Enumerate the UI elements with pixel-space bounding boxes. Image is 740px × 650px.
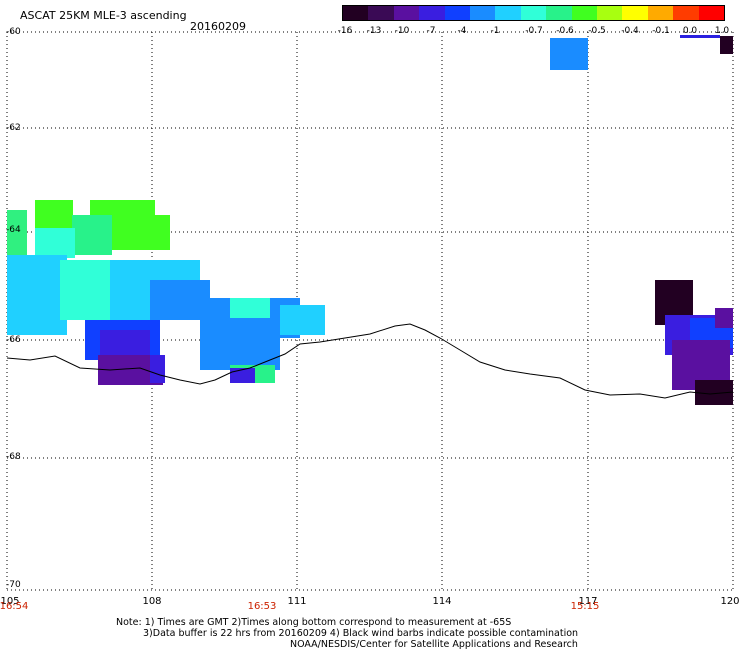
x-tick-label: 111 — [287, 596, 307, 607]
x-tick-label: 117 — [578, 596, 598, 607]
colorbar-segment — [495, 6, 521, 20]
colorbar-segment — [520, 6, 547, 20]
wind-cells — [7, 36, 733, 405]
x-tick-label: 108 — [142, 596, 162, 607]
colorbar-label: -7 — [426, 26, 436, 36]
colorbar-label: -0.1 — [652, 26, 670, 36]
wind-cell — [280, 305, 325, 335]
colorbar-segment — [470, 6, 496, 20]
wind-cell — [230, 368, 255, 383]
wind-cell — [7, 255, 67, 335]
colorbar — [342, 5, 725, 21]
note-line-2: 3)Data buffer is 22 hrs from 20160209 4)… — [143, 628, 579, 639]
colorbar-segment — [546, 6, 572, 20]
colorbar-label: -16 — [337, 26, 353, 36]
wind-cell — [150, 355, 165, 383]
y-tick-label: -60 — [6, 27, 21, 37]
wind-cell — [200, 335, 280, 370]
wind-cell — [72, 215, 112, 255]
colorbar-label: -10 — [394, 26, 410, 36]
wind-cell — [720, 36, 733, 54]
footer-notes: Note: 1) Times are GMT 2)Times along bot… — [116, 617, 578, 650]
x-tick-label: 114 — [432, 596, 452, 607]
time-label: 16:53 — [247, 601, 277, 612]
colorbar-segment — [647, 6, 674, 20]
note-line-1: Note: 1) Times are GMT 2)Times along bot… — [116, 617, 512, 628]
wind-cell — [715, 308, 733, 328]
colorbar-segment — [673, 6, 699, 20]
wind-cell — [7, 210, 27, 265]
coastline-path — [6, 323, 734, 399]
y-tick-label: -70 — [6, 580, 21, 590]
colorbar-segment — [698, 6, 725, 20]
wind-cell — [35, 200, 73, 230]
colorbar-label: -0.7 — [525, 26, 543, 36]
colorbar-segment — [343, 6, 369, 20]
colorbar-label: -0.6 — [556, 26, 574, 36]
colorbar-segment — [368, 6, 394, 20]
coastline — [6, 323, 734, 399]
map-title: ASCAT 25KM MLE-3 ascending — [20, 9, 187, 22]
y-tick-label: -66 — [6, 335, 21, 345]
colorbar-segment — [597, 6, 623, 20]
y-tick-label: -62 — [6, 123, 21, 133]
x-tick-label: 120 — [720, 596, 740, 607]
colorbar-label: -13 — [366, 26, 382, 36]
colorbar-segment — [444, 6, 471, 20]
colorbar-label: -1 — [490, 26, 500, 36]
colorbar-label: -0.5 — [588, 26, 606, 36]
colorbar-segment — [419, 6, 445, 20]
y-tick-label: -64 — [6, 225, 21, 235]
x-tick-label: 105 — [0, 596, 20, 607]
colorbar-segment — [622, 6, 648, 20]
wind-cell — [550, 38, 588, 70]
colorbar-label: -4 — [457, 26, 467, 36]
wind-cell — [35, 228, 75, 258]
time-label: 16:54 — [0, 601, 29, 612]
y-tick-label: -68 — [6, 452, 21, 462]
colorbar-segment — [393, 6, 420, 20]
wind-cell — [230, 298, 270, 318]
map-date: 20160209 — [190, 20, 246, 33]
wind-cell — [110, 215, 170, 250]
time-label: 15:15 — [570, 601, 600, 612]
colorbar-label: 0.0 — [682, 26, 698, 36]
legend-barb-bar — [680, 35, 720, 38]
note-line-3: NOAA/NESDIS/Center for Satellite Applica… — [290, 639, 578, 650]
colorbar-segment — [571, 6, 598, 20]
colorbar-label: -0.4 — [621, 26, 639, 36]
colorbar-label: 1.0 — [714, 26, 730, 36]
